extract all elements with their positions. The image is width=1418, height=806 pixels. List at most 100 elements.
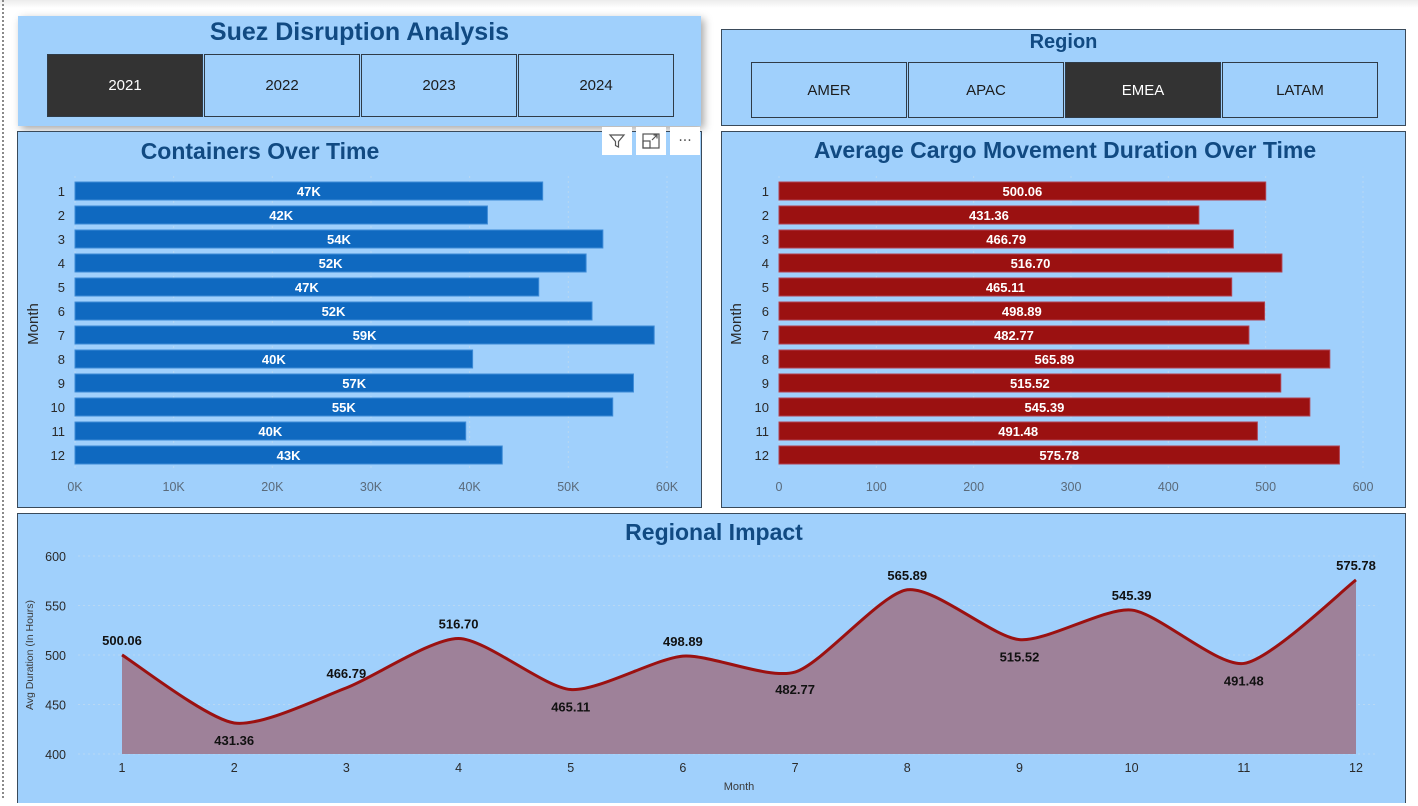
x-tick-label: 20K: [261, 480, 284, 494]
y-tick-label: 1: [762, 184, 769, 199]
visual-header: ···: [602, 127, 700, 155]
x-tick-label: 30K: [360, 480, 383, 494]
x-axis-title: Month: [724, 781, 755, 793]
y-tick-label: 11: [52, 424, 66, 439]
y-tick-label: 450: [45, 699, 66, 713]
year-button-2022[interactable]: 2022: [204, 54, 360, 117]
x-tick-label: 5: [567, 761, 574, 775]
region-button-amer[interactable]: AMER: [751, 62, 907, 118]
data-label: 42K: [269, 208, 293, 223]
y-tick-label: 10: [51, 400, 65, 415]
x-tick-label: 8: [904, 761, 911, 775]
y-tick-label: 9: [762, 376, 769, 391]
x-tick-label: 1: [119, 761, 126, 775]
data-label: 431.36: [214, 733, 254, 748]
y-tick-label: 4: [762, 256, 769, 271]
data-label: 55K: [332, 400, 356, 415]
data-label: 482.77: [775, 682, 815, 697]
page-title: Suez Disruption Analysis: [18, 18, 701, 47]
y-tick-label: 600: [45, 550, 66, 564]
data-label: 40K: [262, 352, 286, 367]
regional-area-chart: Regional Impact Avg Duration (In Hours) …: [18, 514, 1405, 802]
data-label: 43K: [277, 448, 301, 463]
region-button-emea[interactable]: EMEA: [1065, 62, 1221, 118]
region-slicer-panel: Region AMER APAC EMEA LATAM: [721, 29, 1406, 126]
year-button-2024[interactable]: 2024: [518, 54, 674, 117]
data-label: 47K: [295, 280, 319, 295]
y-tick-label: 12: [51, 448, 65, 463]
region-title: Region: [722, 31, 1405, 54]
page-boundary: [2, 0, 4, 798]
data-label: 54K: [327, 232, 351, 247]
year-button-2021[interactable]: 2021: [47, 54, 203, 117]
data-label: 40K: [258, 424, 282, 439]
regional-impact-panel: Regional Impact Avg Duration (In Hours) …: [17, 513, 1406, 803]
y-tick-label: 4: [58, 256, 65, 271]
data-label: 500.06: [1002, 184, 1042, 199]
x-tick-label: 3: [343, 761, 350, 775]
data-label: 431.36: [969, 208, 1009, 223]
x-tick-label: 2: [231, 761, 238, 775]
y-tick-label: 8: [762, 352, 769, 367]
y-tick-label: 400: [45, 748, 66, 762]
x-tick-label: 12: [1349, 761, 1363, 775]
x-tick-label: 4: [455, 761, 462, 775]
data-label: 466.79: [326, 666, 366, 681]
y-axis-title: Month: [25, 303, 42, 345]
data-label: 465.11: [986, 280, 1025, 295]
chart-title: Regional Impact: [625, 519, 803, 545]
data-label: 498.89: [1002, 304, 1042, 319]
y-tick-label: 2: [58, 208, 65, 223]
x-tick-label: 7: [792, 761, 799, 775]
region-button-latam[interactable]: LATAM: [1222, 62, 1378, 118]
x-tick-label: 50K: [557, 480, 580, 494]
x-tick-label: 100: [866, 480, 887, 494]
data-label: 565.89: [887, 568, 927, 583]
data-label: 515.52: [1000, 650, 1040, 665]
y-tick-label: 550: [45, 600, 66, 614]
data-label: 465.11: [551, 700, 590, 715]
focus-mode-icon[interactable]: [636, 127, 666, 155]
data-label: 545.39: [1112, 588, 1152, 603]
x-tick-label: 400: [1158, 480, 1179, 494]
chart-title: Containers Over Time: [141, 138, 380, 164]
y-tick-label: 2: [762, 208, 769, 223]
duration-bar-chart: Average Cargo Movement Duration Over Tim…: [722, 132, 1405, 507]
chart-title: Average Cargo Movement Duration Over Tim…: [814, 137, 1316, 163]
y-tick-label: 6: [762, 304, 769, 319]
y-axis-title: Month: [728, 303, 745, 345]
x-tick-label: 500: [1255, 480, 1276, 494]
y-tick-label: 7: [762, 328, 769, 343]
year-slicer-panel: Suez Disruption Analysis 2021 2022 2023 …: [18, 16, 701, 126]
year-button-2023[interactable]: 2023: [361, 54, 517, 117]
data-label: 59K: [353, 328, 377, 343]
y-tick-label: 3: [58, 232, 65, 247]
data-label: 516.70: [1011, 256, 1051, 271]
data-label: 52K: [319, 256, 343, 271]
data-label: 482.77: [994, 328, 1034, 343]
x-tick-label: 9: [1016, 761, 1023, 775]
y-tick-label: 11: [756, 424, 770, 439]
y-tick-label: 6: [58, 304, 65, 319]
data-label: 500.06: [102, 633, 142, 648]
data-label: 545.39: [1025, 400, 1065, 415]
data-label: 47K: [297, 184, 321, 199]
x-tick-label: 40K: [459, 480, 482, 494]
filter-icon[interactable]: [602, 127, 632, 155]
y-tick-label: 10: [755, 400, 769, 415]
x-tick-label: 11: [1237, 761, 1250, 775]
data-label: 491.48: [998, 424, 1038, 439]
y-axis-title: Avg Duration (In Hours): [24, 600, 36, 710]
y-tick-label: 5: [762, 280, 769, 295]
y-tick-label: 5: [58, 280, 65, 295]
region-button-apac[interactable]: APAC: [908, 62, 1064, 118]
y-tick-label: 500: [45, 649, 66, 663]
data-label: 52K: [322, 304, 346, 319]
y-tick-label: 3: [762, 232, 769, 247]
more-options-icon[interactable]: ···: [670, 127, 700, 155]
y-tick-label: 9: [58, 376, 65, 391]
data-label: 565.89: [1035, 352, 1075, 367]
x-tick-label: 60K: [656, 480, 679, 494]
top-shade: [0, 0, 1418, 8]
